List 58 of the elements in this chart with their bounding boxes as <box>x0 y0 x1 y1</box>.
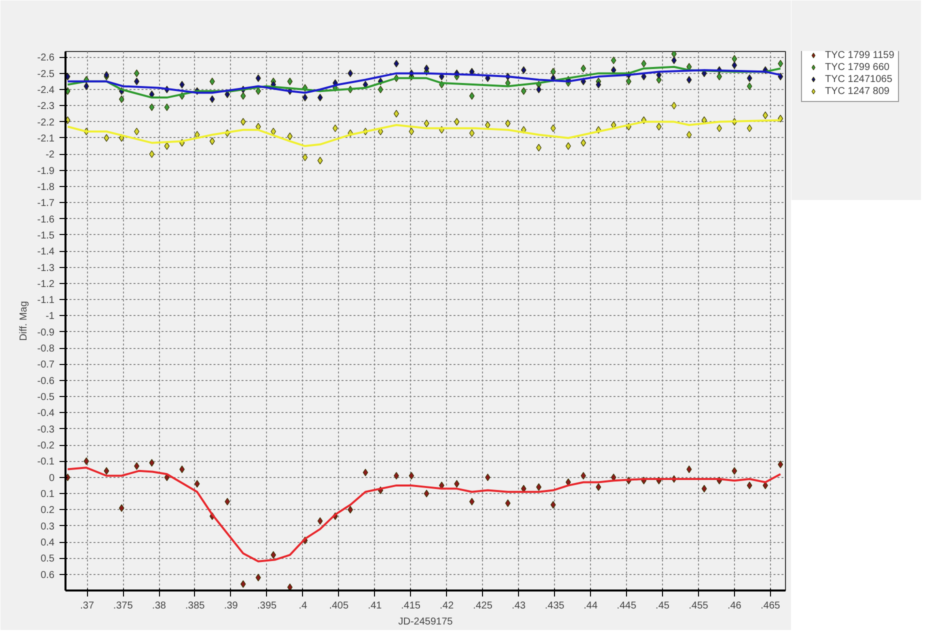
x-tick-label: .415 <box>401 600 421 612</box>
y-tick-label: -2.6 <box>37 52 55 64</box>
y-tick-label: -1.3 <box>37 262 55 274</box>
y-tick-label: -1.6 <box>37 214 55 226</box>
x-tick-label: .385 <box>185 600 206 612</box>
legend-label: TYC 1799 660 <box>825 61 890 73</box>
x-tick-label: .42 <box>440 600 454 612</box>
x-tick-label: .455 <box>688 600 709 612</box>
y-tick-label: -2.3 <box>37 101 55 112</box>
y-tick-label: -2.1 <box>37 133 55 144</box>
y-tick-label: -2 <box>46 150 55 161</box>
y-tick-label: -2.2 <box>37 117 55 128</box>
x-tick-label: .38 <box>152 600 166 612</box>
x-tick-label: .445 <box>616 600 637 612</box>
y-tick-label: -1.4 <box>37 246 55 258</box>
y-tick-label: -1.9 <box>37 166 55 177</box>
x-tick-label: .44 <box>584 600 598 612</box>
y-tick-label: 0 <box>48 472 55 484</box>
y-tick-label: 0.6 <box>40 570 55 581</box>
y-tick-label: -1 <box>46 311 55 322</box>
y-tick-label: 0.3 <box>40 521 55 532</box>
x-tick-label: .37 <box>80 600 94 612</box>
x-tick-label: .465 <box>760 600 781 612</box>
x-tick-label: .4 <box>298 600 308 612</box>
y-tick-label: -1.5 <box>37 230 55 242</box>
y-tick-label: -0.9 <box>37 327 55 338</box>
y-tick-label: -0.2 <box>37 440 55 452</box>
y-tick-label: 0.2 <box>40 505 55 516</box>
x-tick-label: .39 <box>224 600 238 612</box>
x-tick-label: .395 <box>257 600 278 612</box>
y-tick-label: -1.1 <box>37 295 55 306</box>
y-tick-label: -0.4 <box>37 408 55 420</box>
y-tick-label: -1.8 <box>37 182 55 193</box>
y-tick-label: 0.5 <box>40 554 55 565</box>
legend-label: TYC 12471065 <box>825 73 892 85</box>
y-tick-label: -2.4 <box>37 84 55 96</box>
y-axis-title: Diff. Mag <box>18 301 30 341</box>
x-tick-label: .46 <box>727 600 742 612</box>
legend-label: TYC 1247 809 <box>825 85 890 97</box>
y-tick-label: -0.3 <box>37 424 55 436</box>
x-tick-label: .41 <box>368 600 382 612</box>
y-tick-label: -0.1 <box>37 456 55 468</box>
y-tick-label: -0.8 <box>37 344 55 355</box>
x-tick-label: .425 <box>472 600 493 612</box>
y-tick-label: 0.4 <box>40 538 55 549</box>
x-tick-label: .435 <box>544 600 565 612</box>
x-tick-label: .43 <box>512 600 526 612</box>
x-tick-label: .45 <box>656 600 670 612</box>
y-tick-label: -0.7 <box>37 360 55 371</box>
x-tick-label: .405 <box>329 600 349 612</box>
y-tick-label: -1.2 <box>37 278 55 290</box>
y-tick-label: 0.1 <box>40 489 55 500</box>
y-tick-label: -0.6 <box>37 376 55 387</box>
y-tick-label: -1.7 <box>37 198 55 210</box>
y-tick-label: -2.5 <box>37 68 55 80</box>
x-tick-label: .375 <box>113 600 134 612</box>
x-axis-title: JD-2459175 <box>398 616 454 628</box>
y-tick-label: -0.5 <box>37 392 55 404</box>
